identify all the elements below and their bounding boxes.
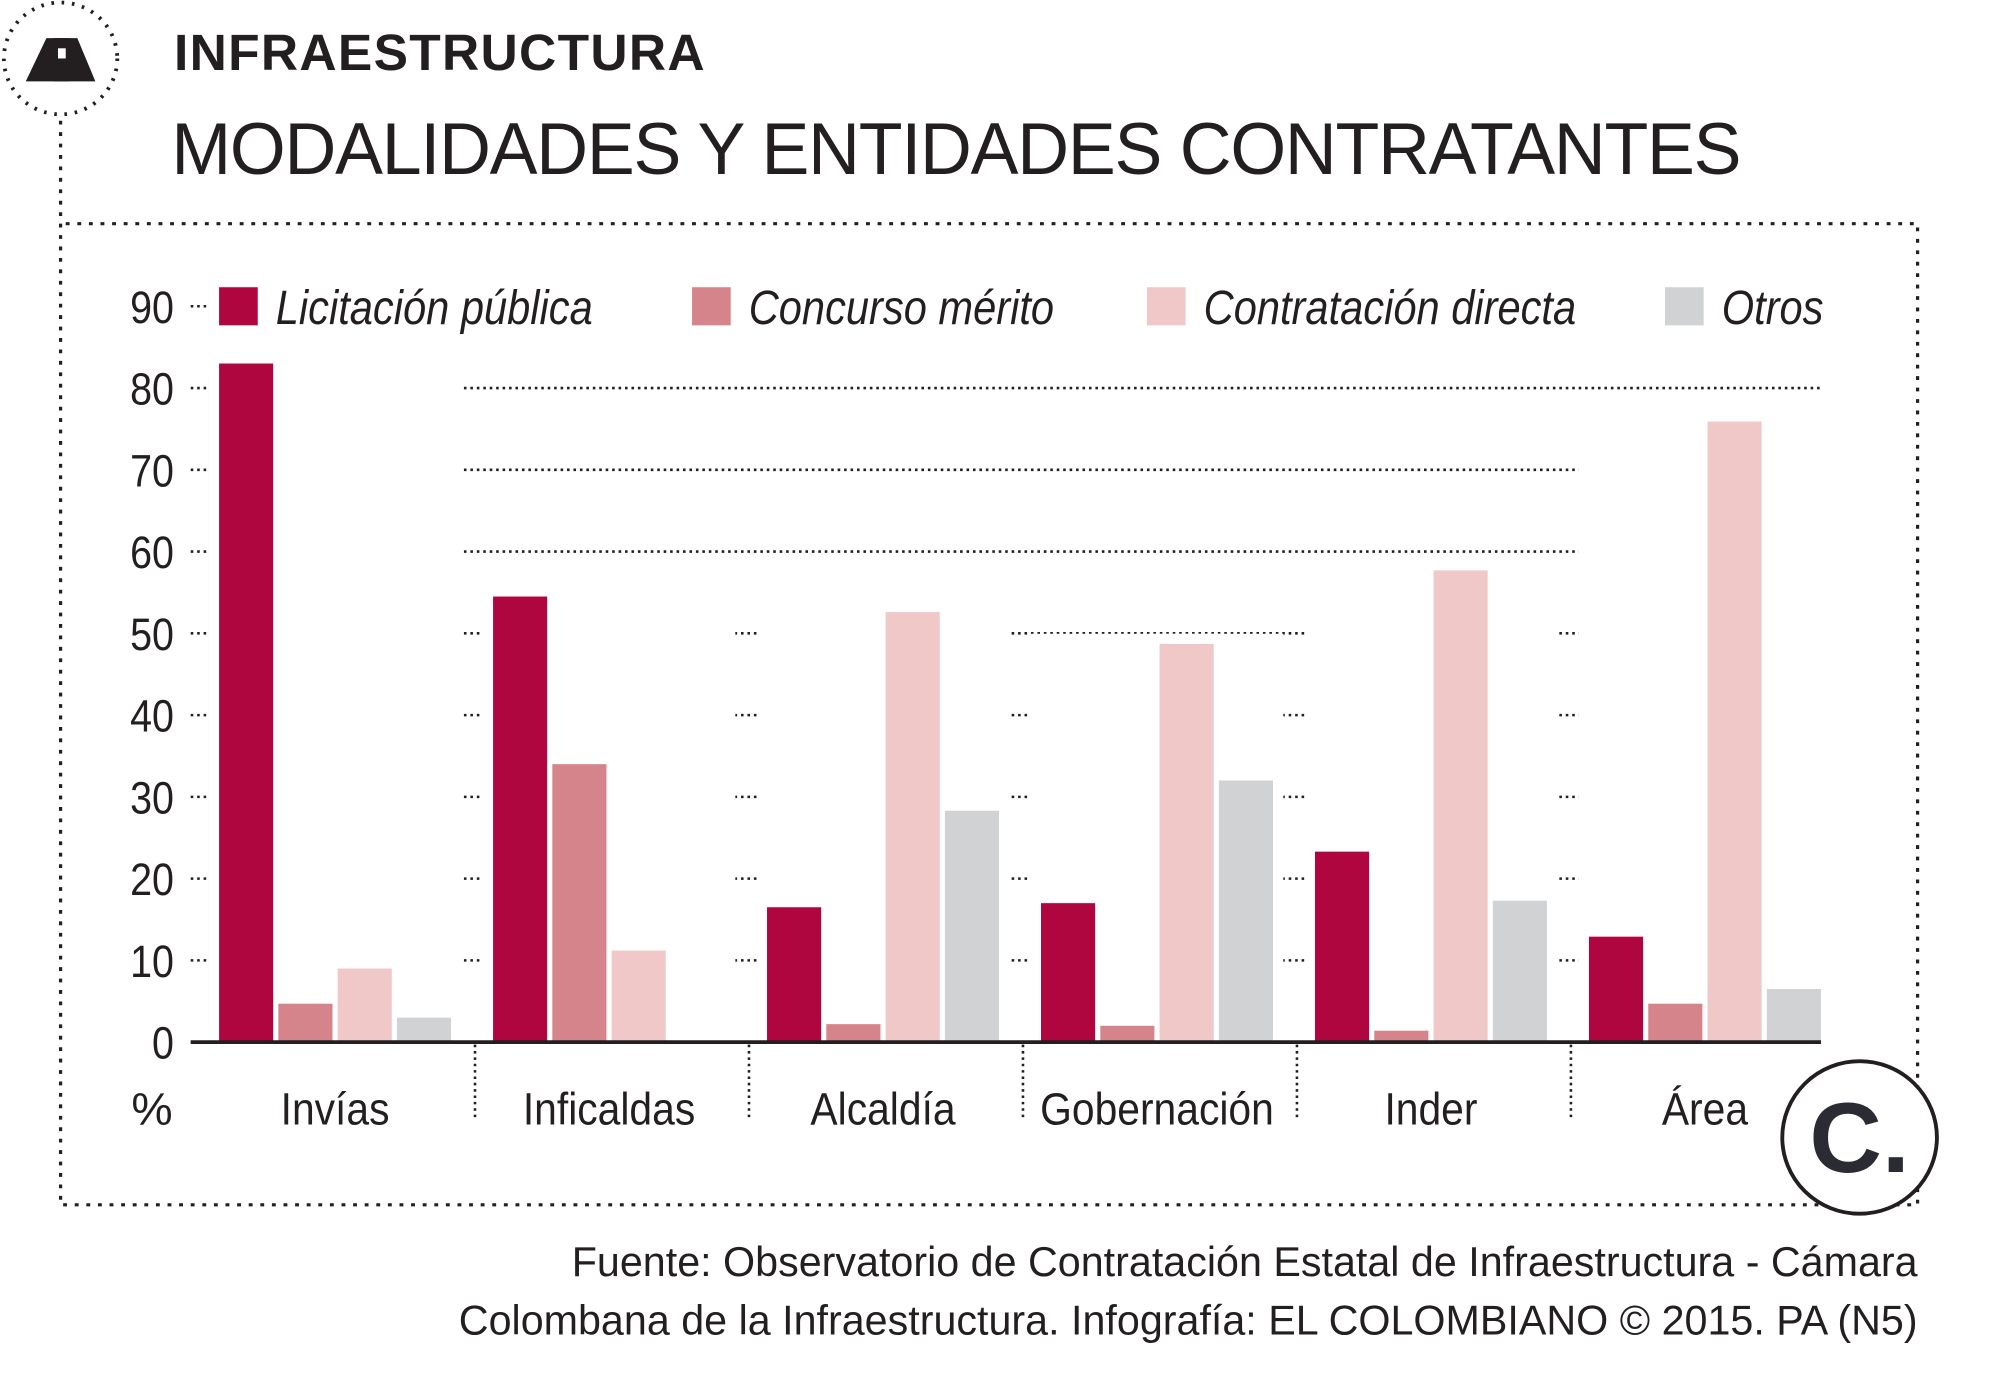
- bar-otros: [1492, 900, 1547, 1043]
- bar-licitación-pública: [1041, 903, 1096, 1043]
- bar-licitación-pública: [1314, 851, 1370, 1043]
- bar-concurso-mérito: [1100, 1025, 1155, 1043]
- x-category-label: Alcaldía: [810, 1085, 956, 1136]
- legend-label: Concurso mérito: [749, 280, 1054, 335]
- bar-licitación-pública: [219, 363, 274, 1043]
- x-category-label: Inder: [1384, 1085, 1477, 1136]
- legend-swatch: [692, 287, 731, 326]
- legend-swatch: [219, 287, 258, 326]
- bar-concurso-mérito: [826, 1024, 881, 1043]
- logo-letter: C.: [1809, 1083, 1910, 1193]
- bar-contratación-directa: [337, 968, 392, 1043]
- bar-otros: [1766, 988, 1821, 1043]
- bar-licitación-pública: [493, 596, 548, 1043]
- chart-title: MODALIDADES Y ENTIDADES CONTRATANTES: [171, 108, 1741, 191]
- bar-otros: [944, 810, 1000, 1043]
- y-tick-label: 90: [130, 282, 174, 333]
- source-line-1: Fuente: Observatorio de Contratación Est…: [571, 1237, 1918, 1285]
- bar-licitación-pública: [1588, 936, 1644, 1043]
- el-colombiano-logo: [1780, 1059, 1939, 1216]
- legend-label: Licitación pública: [276, 280, 593, 335]
- y-tick-label: 80: [130, 364, 174, 415]
- legend-label: Otros: [1722, 280, 1824, 335]
- y-tick-label: 70: [130, 446, 174, 497]
- source-line-2: Colombana de la Infraestructura. Infogra…: [458, 1296, 1918, 1344]
- legend-swatch: [1146, 287, 1186, 326]
- bar-otros: [396, 1017, 452, 1043]
- bar-concurso-mérito: [278, 1003, 333, 1043]
- bar-concurso-mérito: [1648, 1003, 1703, 1043]
- bar-contratación-directa: [885, 612, 940, 1043]
- dotted-frame: [58, 120, 1920, 1207]
- x-category-label: Invías: [281, 1085, 390, 1136]
- legend-label: Contratación directa: [1204, 280, 1576, 335]
- x-category-label: Área: [1662, 1085, 1749, 1136]
- bar-licitación-pública: [767, 907, 822, 1043]
- y-tick-label: 50: [130, 609, 174, 660]
- y-tick-label: 40: [130, 691, 174, 742]
- bar-contratación-directa: [1159, 643, 1214, 1043]
- y-tick-label: 60: [130, 527, 174, 578]
- x-category-label: Gobernación: [1040, 1085, 1274, 1136]
- legend-swatch: [1665, 287, 1704, 326]
- section-label: INFRAESTRUCTURA: [173, 25, 706, 82]
- y-axis-unit: %: [131, 1083, 172, 1135]
- source-note: Fuente: Observatorio de Contratación Est…: [459, 1233, 1918, 1350]
- bar-concurso-mérito: [1374, 1030, 1429, 1043]
- road-icon-badge: [1, 0, 120, 117]
- bar-contratación-directa: [1707, 421, 1762, 1043]
- bar-contratación-directa: [611, 950, 666, 1043]
- bar-otros: [1218, 780, 1273, 1043]
- y-tick-label: 30: [130, 773, 174, 824]
- x-category-label: Inficaldas: [523, 1085, 695, 1136]
- bar-concurso-mérito: [552, 764, 607, 1043]
- y-tick-label: 0: [152, 1018, 174, 1069]
- y-tick-label: 20: [130, 854, 174, 905]
- y-tick-label: 10: [130, 936, 174, 987]
- bar-contratación-directa: [1433, 570, 1488, 1043]
